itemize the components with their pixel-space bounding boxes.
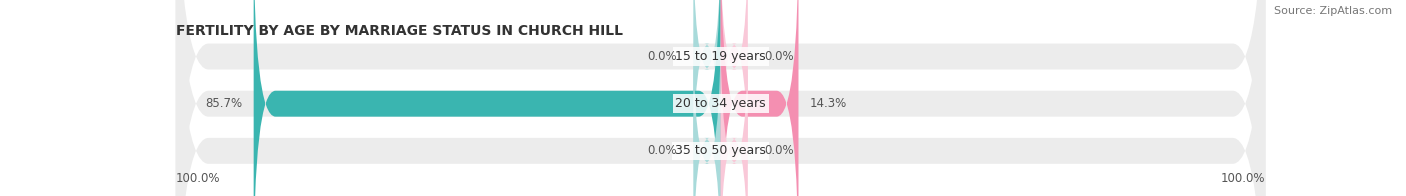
Text: 0.0%: 0.0% — [765, 144, 794, 157]
FancyBboxPatch shape — [721, 22, 748, 196]
Text: 100.0%: 100.0% — [1220, 172, 1265, 185]
Text: 35 to 50 years: 35 to 50 years — [675, 144, 766, 157]
Text: 0.0%: 0.0% — [765, 50, 794, 63]
FancyBboxPatch shape — [721, 0, 748, 185]
Text: 15 to 19 years: 15 to 19 years — [675, 50, 766, 63]
Text: 0.0%: 0.0% — [647, 144, 678, 157]
FancyBboxPatch shape — [176, 0, 1265, 196]
Text: Source: ZipAtlas.com: Source: ZipAtlas.com — [1274, 6, 1392, 16]
Text: 20 to 34 years: 20 to 34 years — [675, 97, 766, 110]
Text: 14.3%: 14.3% — [810, 97, 846, 110]
FancyBboxPatch shape — [721, 0, 799, 196]
Text: 0.0%: 0.0% — [647, 50, 678, 63]
Text: FERTILITY BY AGE BY MARRIAGE STATUS IN CHURCH HILL: FERTILITY BY AGE BY MARRIAGE STATUS IN C… — [176, 24, 623, 37]
FancyBboxPatch shape — [253, 0, 721, 196]
Text: 100.0%: 100.0% — [176, 172, 221, 185]
FancyBboxPatch shape — [176, 0, 1265, 196]
FancyBboxPatch shape — [176, 0, 1265, 196]
FancyBboxPatch shape — [693, 22, 721, 196]
Text: 85.7%: 85.7% — [205, 97, 243, 110]
FancyBboxPatch shape — [693, 0, 721, 185]
